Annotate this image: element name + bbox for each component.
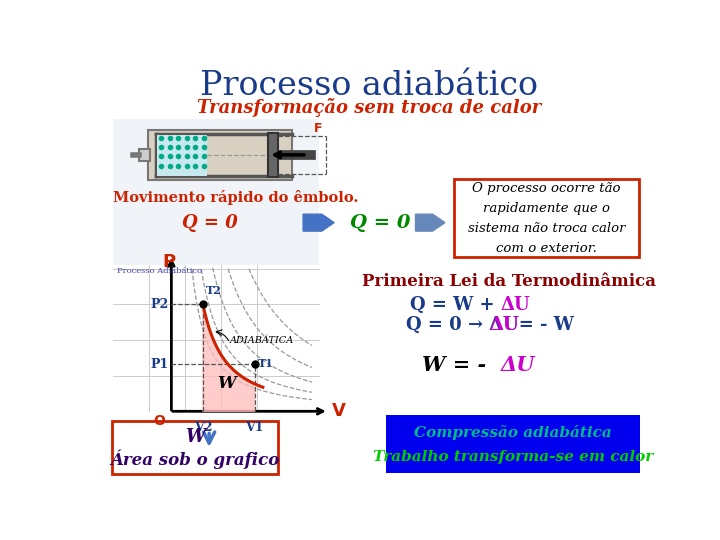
Text: Q = 0: Q = 0 bbox=[351, 214, 411, 232]
Text: Transformação sem troca de calor: Transformação sem troca de calor bbox=[197, 98, 541, 117]
Text: Compressão adiabática: Compressão adiabática bbox=[414, 424, 612, 440]
Text: W: W bbox=[217, 375, 235, 392]
Text: W: W bbox=[185, 428, 205, 447]
Text: V: V bbox=[332, 402, 346, 420]
Text: O processo ocorre tão
rapidamente que o
sistema não troca calor
com o exterior.: O processo ocorre tão rapidamente que o … bbox=[468, 181, 625, 254]
Text: V2: V2 bbox=[194, 421, 212, 434]
Text: V1: V1 bbox=[246, 421, 264, 434]
Text: F: F bbox=[314, 122, 323, 135]
Text: P1: P1 bbox=[150, 358, 168, 371]
Text: Primeira Lei da Termodinâmica: Primeira Lei da Termodinâmica bbox=[361, 273, 655, 291]
Text: P2: P2 bbox=[150, 298, 168, 311]
Text: ΔU= - W: ΔU= - W bbox=[489, 316, 574, 334]
FancyBboxPatch shape bbox=[148, 130, 292, 180]
Text: Movimento rápido do êmbolo.: Movimento rápido do êmbolo. bbox=[113, 190, 359, 205]
Text: ΔU: ΔU bbox=[500, 355, 535, 375]
Text: ADIABÁTICA: ADIABÁTICA bbox=[230, 336, 294, 345]
FancyBboxPatch shape bbox=[139, 148, 150, 161]
FancyBboxPatch shape bbox=[269, 133, 277, 177]
Text: ΔU: ΔU bbox=[500, 296, 531, 314]
FancyBboxPatch shape bbox=[113, 119, 319, 265]
Polygon shape bbox=[203, 305, 255, 411]
Text: ΔU: ΔU bbox=[489, 316, 519, 334]
Text: P: P bbox=[163, 253, 176, 272]
Text: Q = 0 →: Q = 0 → bbox=[406, 316, 489, 334]
FancyBboxPatch shape bbox=[386, 415, 640, 473]
Text: Trabalho transforma-se em calor: Trabalho transforma-se em calor bbox=[373, 450, 653, 464]
FancyBboxPatch shape bbox=[454, 179, 639, 257]
Text: W = -: W = - bbox=[422, 355, 500, 375]
Text: Área sob o grafico: Área sob o grafico bbox=[110, 449, 279, 469]
FancyBboxPatch shape bbox=[112, 421, 279, 475]
FancyBboxPatch shape bbox=[157, 135, 207, 176]
Text: Q = W +: Q = W + bbox=[410, 296, 500, 314]
Text: T2: T2 bbox=[206, 285, 222, 296]
Text: T1: T1 bbox=[258, 359, 274, 369]
Text: Processo Adiabático: Processo Adiabático bbox=[117, 267, 202, 275]
FancyArrow shape bbox=[303, 214, 334, 231]
FancyArrow shape bbox=[415, 214, 445, 231]
Text: O: O bbox=[153, 414, 165, 428]
Text: Q = 0: Q = 0 bbox=[182, 214, 238, 232]
Text: Processo adiabático: Processo adiabático bbox=[200, 70, 538, 103]
